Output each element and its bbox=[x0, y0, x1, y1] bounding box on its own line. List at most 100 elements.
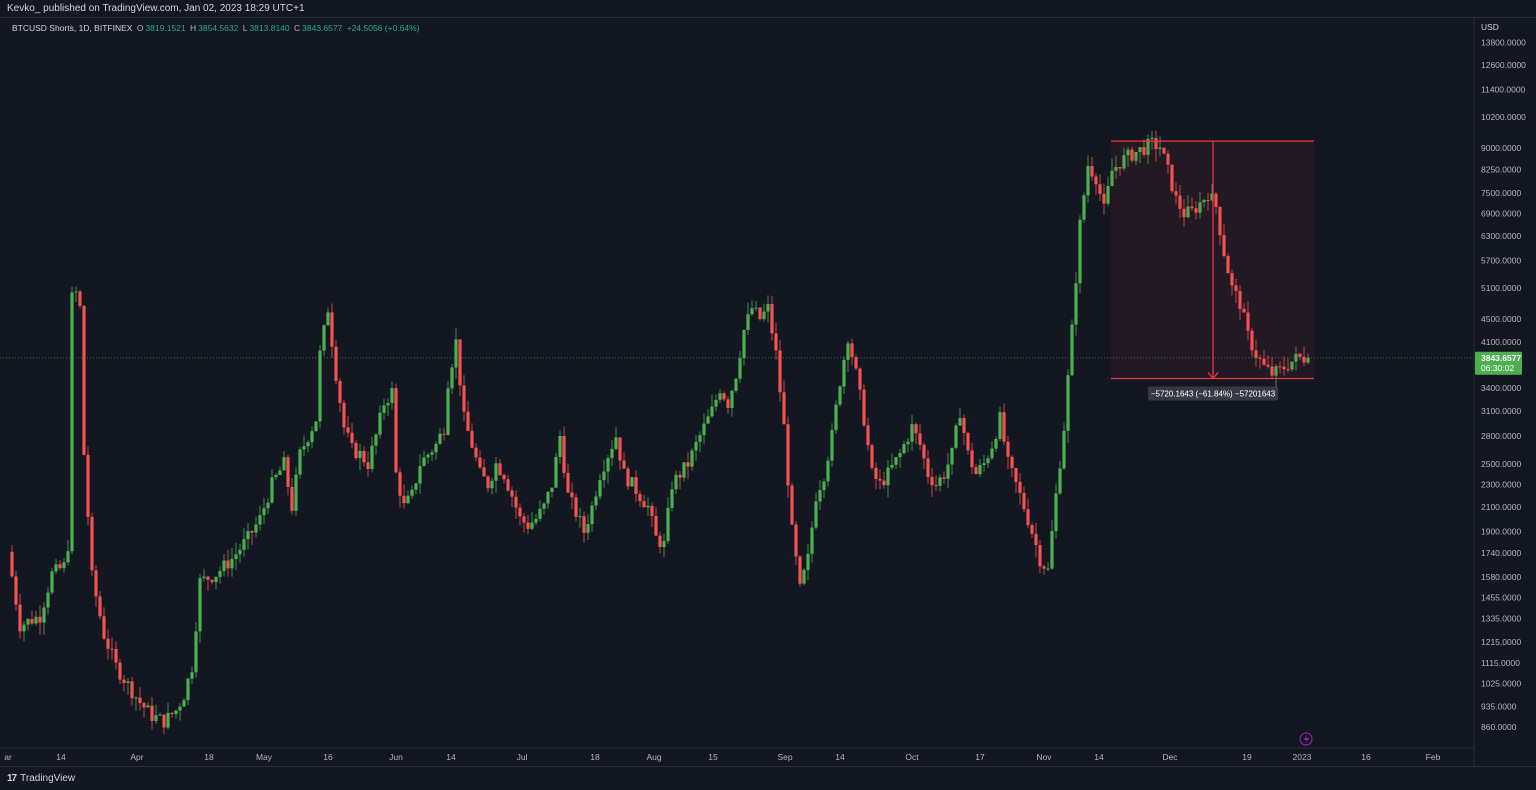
candle-body bbox=[698, 435, 702, 442]
price-tick: 9000.0000 bbox=[1481, 143, 1521, 153]
candle-body bbox=[1194, 208, 1198, 213]
legend-close: 3843.6577 bbox=[302, 23, 343, 33]
candle-body bbox=[330, 312, 334, 347]
candle-body bbox=[1174, 191, 1178, 196]
legend-open: 3819.1521 bbox=[145, 23, 186, 33]
candle-body bbox=[1294, 353, 1298, 362]
candle-body bbox=[242, 539, 246, 550]
candle-body bbox=[1122, 155, 1126, 169]
candle-body bbox=[510, 490, 514, 497]
tradingview-logo-icon: 17 bbox=[7, 773, 17, 784]
candle-body bbox=[1282, 366, 1286, 370]
time-tick: 15 bbox=[708, 752, 718, 762]
candle-body bbox=[790, 485, 794, 525]
candle-body bbox=[486, 476, 490, 489]
candle-body bbox=[306, 442, 310, 447]
time-tick: ar bbox=[4, 752, 12, 762]
candle-body bbox=[826, 460, 830, 482]
candle-body bbox=[794, 524, 798, 557]
candle-body bbox=[834, 404, 838, 431]
candle-body bbox=[282, 457, 286, 471]
tradingview-logo[interactable]: 17 TradingView bbox=[7, 773, 75, 784]
candle-body bbox=[1054, 493, 1058, 532]
candle-body bbox=[590, 505, 594, 525]
candle-body bbox=[1086, 166, 1090, 196]
candle-body bbox=[74, 291, 78, 293]
candle-body bbox=[1118, 167, 1122, 169]
candle-body bbox=[1306, 357, 1310, 363]
candle-body bbox=[110, 648, 114, 650]
candle-body bbox=[530, 522, 534, 529]
candle-body bbox=[814, 501, 818, 528]
time-tick: 14 bbox=[1094, 752, 1104, 762]
time-tick: 16 bbox=[1361, 752, 1371, 762]
candle-body bbox=[54, 564, 58, 572]
candle-body bbox=[258, 515, 262, 525]
candle-body bbox=[518, 507, 522, 517]
candle-body bbox=[286, 457, 290, 488]
candle-body bbox=[446, 388, 450, 435]
price-tick: 935.0000 bbox=[1481, 701, 1517, 711]
candle-body bbox=[818, 490, 822, 502]
candle-body bbox=[646, 505, 650, 508]
candle-body bbox=[370, 445, 374, 469]
current-price-badge bbox=[1475, 351, 1522, 375]
candle-body bbox=[494, 463, 498, 481]
candle-body bbox=[1286, 369, 1290, 371]
time-tick: Apr bbox=[130, 752, 143, 762]
candle-body bbox=[1258, 357, 1262, 359]
lightning-icon bbox=[1299, 732, 1313, 746]
candle-body bbox=[922, 444, 926, 459]
candle-body bbox=[310, 431, 314, 443]
candle-body bbox=[638, 493, 642, 502]
price-chart[interactable]: −5720.1643 (−61.84%) −57201643 USD 13800.… bbox=[0, 18, 1536, 766]
candle-body bbox=[582, 516, 586, 533]
candle-body bbox=[726, 399, 730, 408]
candle-body bbox=[426, 454, 430, 458]
candle-body bbox=[770, 303, 774, 334]
measure-arrow-icon bbox=[1207, 372, 1219, 380]
candle-body bbox=[342, 402, 346, 428]
candle-body bbox=[438, 433, 442, 444]
candle-body bbox=[546, 491, 550, 504]
candle-body bbox=[346, 427, 350, 433]
candle-body bbox=[998, 412, 1002, 440]
candle-body bbox=[606, 457, 610, 472]
candle-body bbox=[810, 527, 814, 554]
candle-body bbox=[270, 477, 274, 503]
candle-body bbox=[862, 389, 866, 426]
candle-body bbox=[602, 471, 606, 481]
candle-body bbox=[1158, 147, 1162, 149]
candle-body bbox=[350, 432, 354, 443]
candle-body bbox=[694, 441, 698, 451]
candle-body bbox=[750, 308, 754, 315]
candle-body bbox=[358, 450, 362, 459]
chart-area[interactable]: −5720.1643 (−61.84%) −57201643 USD 13800.… bbox=[0, 18, 1536, 766]
candle-body bbox=[1190, 206, 1194, 209]
candle-body bbox=[574, 497, 578, 517]
price-tick: 1900.0000 bbox=[1481, 527, 1521, 537]
candle-body bbox=[238, 549, 242, 555]
candle-body bbox=[218, 571, 222, 577]
candle-body bbox=[182, 700, 186, 707]
candle-body bbox=[650, 505, 654, 516]
candle-body bbox=[362, 450, 366, 463]
candle-body bbox=[194, 631, 198, 673]
candle-body bbox=[466, 411, 470, 431]
candle-body bbox=[990, 448, 994, 459]
candle-body bbox=[678, 474, 682, 478]
time-tick: Oct bbox=[905, 752, 919, 762]
candle-body bbox=[386, 402, 390, 406]
measure-label: −5720.1643 (−61.84%) −57201643 bbox=[1151, 390, 1276, 399]
candle-body bbox=[154, 715, 158, 721]
candle-body bbox=[874, 467, 878, 480]
candle-body bbox=[614, 437, 618, 449]
candle-body bbox=[210, 579, 214, 583]
candle-body bbox=[1150, 137, 1154, 139]
candle-body bbox=[930, 477, 934, 486]
time-tick: Feb bbox=[1426, 752, 1441, 762]
candle-body bbox=[1186, 206, 1190, 218]
candle-body bbox=[58, 564, 62, 569]
candle-body bbox=[398, 472, 402, 496]
candle-body bbox=[1142, 147, 1146, 155]
